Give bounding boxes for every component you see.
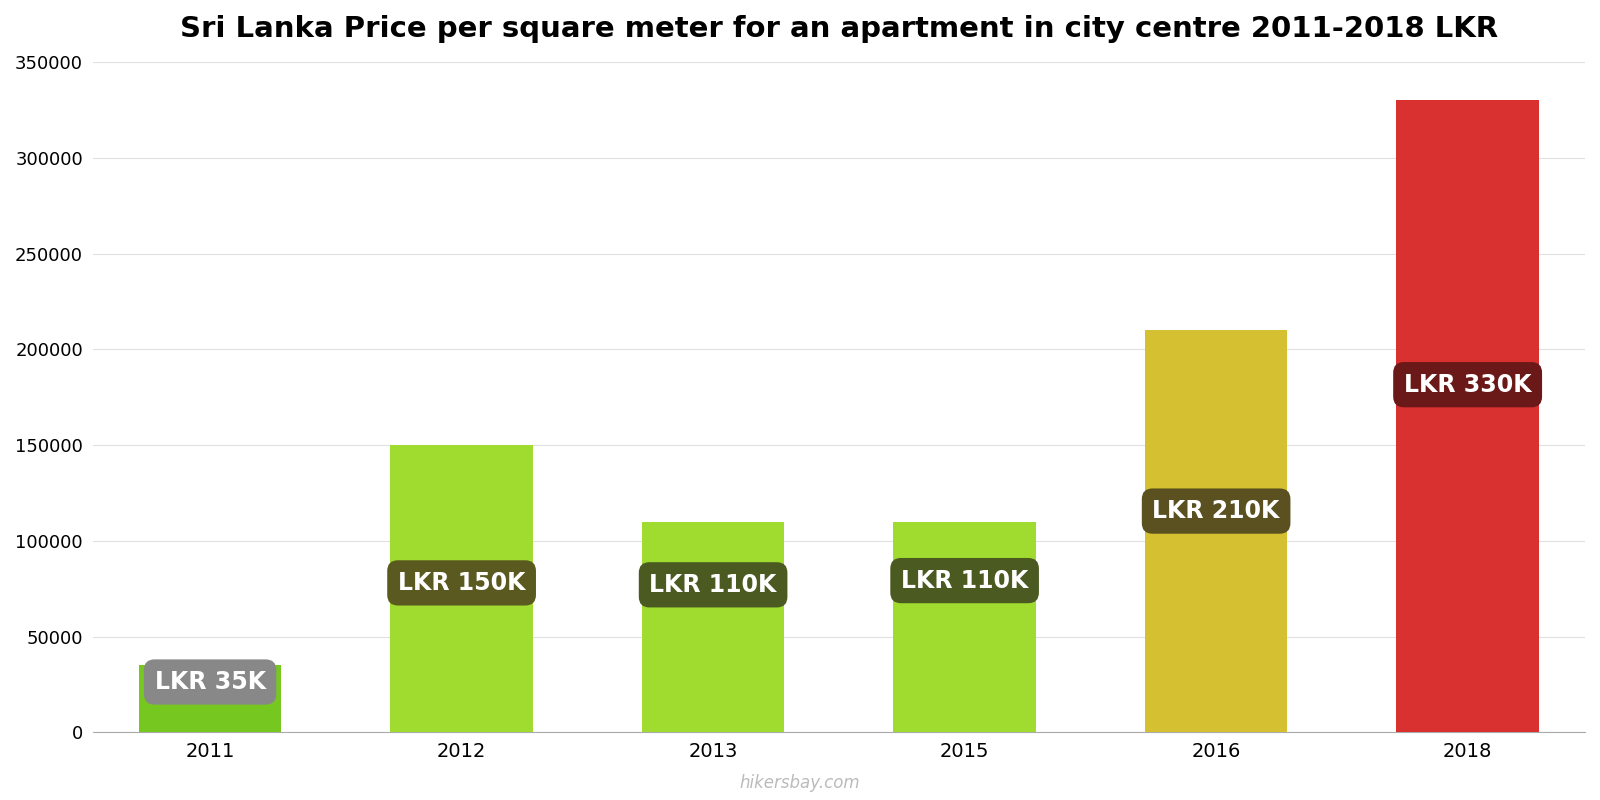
Text: LKR 330K: LKR 330K (1403, 373, 1531, 397)
Bar (1397, 100, 1539, 732)
Bar (390, 445, 533, 732)
Bar (1146, 330, 1288, 732)
Text: hikersbay.com: hikersbay.com (739, 774, 861, 792)
Text: LKR 210K: LKR 210K (1152, 499, 1280, 523)
Bar (139, 666, 282, 732)
Text: LKR 110K: LKR 110K (650, 573, 776, 597)
Title: Sri Lanka Price per square meter for an apartment in city centre 2011-2018 LKR: Sri Lanka Price per square meter for an … (179, 15, 1498, 43)
Text: LKR 150K: LKR 150K (398, 571, 525, 595)
Text: LKR 35K: LKR 35K (155, 670, 266, 694)
Text: LKR 110K: LKR 110K (901, 569, 1029, 593)
Bar (893, 522, 1035, 732)
Bar (642, 522, 784, 732)
